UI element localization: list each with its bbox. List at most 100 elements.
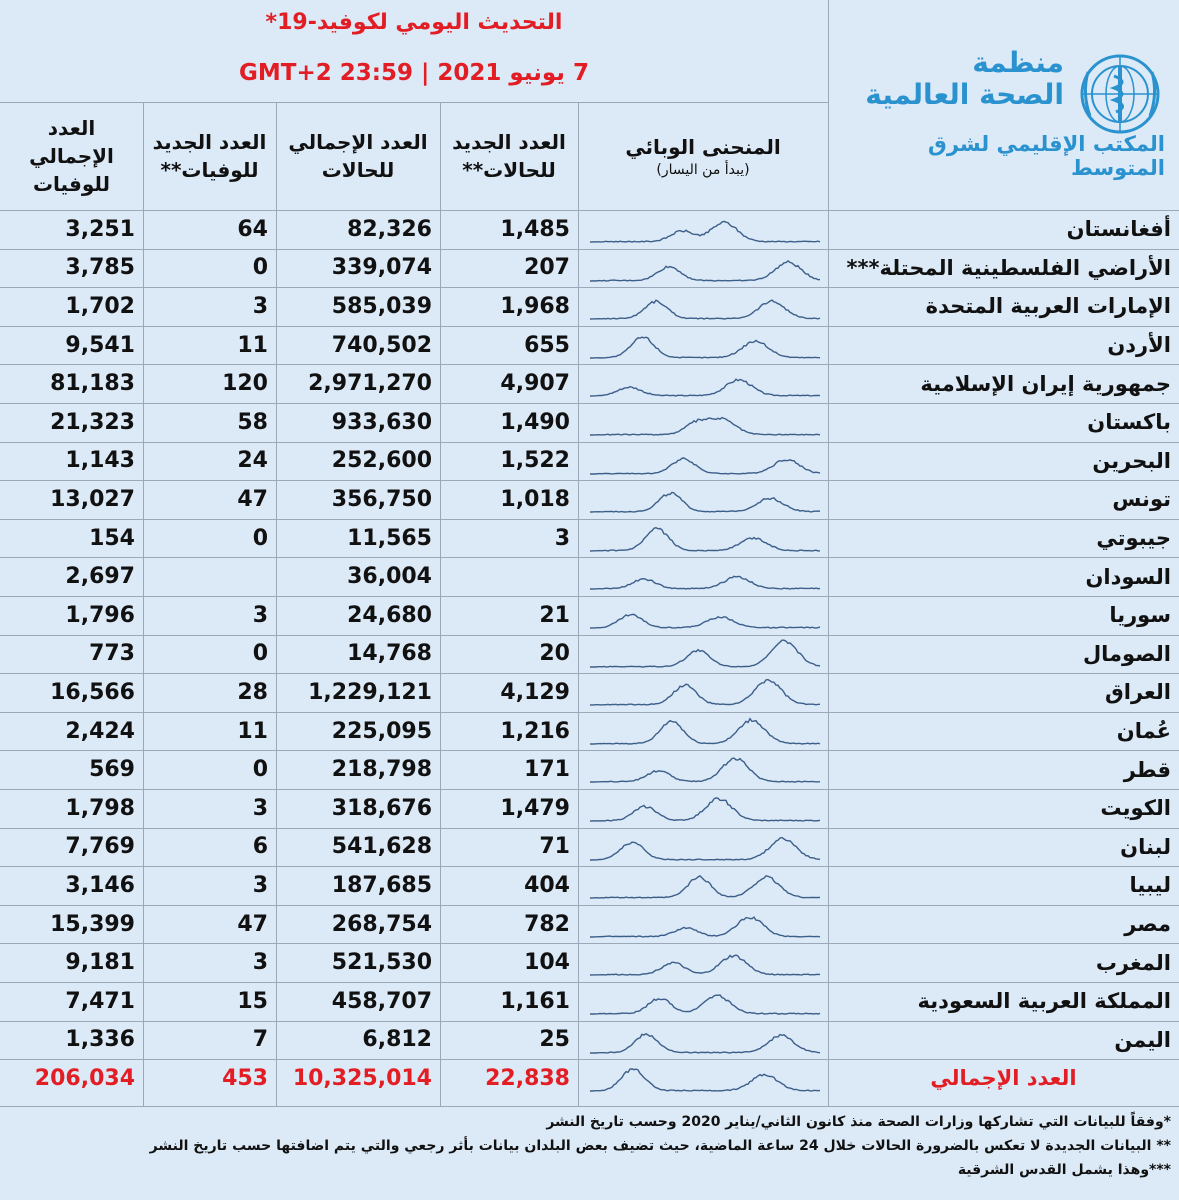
cell-new-deaths: 120 — [222, 371, 268, 397]
cell-total-deaths: 3,785 — [65, 255, 135, 281]
country-name: ليبيا — [1129, 873, 1172, 898]
grid-line — [0, 480, 1179, 482]
table-row: الكويت 1,479 318,676 3 1,798 — [0, 789, 1179, 828]
cell-total-deaths: 3,251 — [65, 216, 135, 242]
cell-new-deaths: 3 — [252, 602, 268, 628]
grid-line — [0, 789, 1179, 790]
grid-line — [0, 750, 1179, 752]
epi-curve-line — [590, 491, 821, 513]
cell-total-deaths: 1,798 — [65, 795, 135, 821]
cell-new-deaths: 47 — [237, 486, 268, 512]
cell-total-deaths: 81,183 — [50, 371, 135, 397]
cell-new-cases: 25 — [539, 1027, 570, 1053]
cell-new-cases: 1,018 — [500, 486, 570, 512]
table-row: اليمن 25 6,812 7 1,336 — [0, 1021, 1179, 1060]
cell-new-deaths: 64 — [237, 216, 268, 242]
cell-total-cases: 6,812 — [362, 1027, 432, 1053]
country-name: سوريا — [1109, 603, 1171, 628]
table-row: عُمان 1,216 225,095 11 2,424 — [0, 712, 1179, 751]
cell-total-cases: 187,685 — [331, 872, 432, 898]
epi-curve-sparkline — [589, 456, 821, 475]
grid-line — [578, 102, 579, 1106]
epi-curve-sparkline — [589, 679, 820, 706]
epi-curve-line — [590, 757, 821, 784]
grid-line — [0, 596, 1179, 597]
epi-curve-line — [590, 1068, 821, 1092]
cell-new-deaths: 7 — [252, 1027, 268, 1053]
epi-curve-sparkline — [589, 220, 821, 243]
cell-new-deaths: 3 — [252, 872, 268, 898]
epi-curve-sparkline — [589, 797, 821, 822]
epi-curve-line — [590, 259, 821, 282]
table-row: الصومال 20 14,768 0 773 — [0, 635, 1179, 674]
cell-new-deaths: 3 — [252, 293, 268, 319]
country-name: باكستان — [1087, 410, 1171, 435]
epi-curve-sparkline — [589, 299, 821, 320]
table-row: المملكة العربية السعودية 1,161 458,707 15 7,… — [0, 982, 1179, 1021]
cell-new-cases: 1,479 — [500, 795, 570, 821]
cell-total-cases: 1,229,121 — [308, 679, 432, 705]
cell-new-cases: 4,907 — [500, 371, 570, 397]
epi-curve-sparkline — [590, 915, 821, 938]
cell-total-cases: 36,004 — [347, 564, 432, 590]
cell-new-deaths: 15 — [237, 988, 268, 1014]
cell-total-deaths: 9,541 — [65, 332, 135, 358]
cell-total-cases: 521,530 — [331, 950, 432, 976]
footnotes: *وفقاً للبيانات التي تشاركها وزارات الصح… — [0, 1106, 1179, 1200]
epi-curve-line — [589, 954, 821, 977]
grid-line — [0, 1106, 1179, 1107]
grid-line — [0, 827, 1179, 829]
cell-new-cases: 104 — [524, 950, 570, 976]
cell-total-deaths: 206,034 — [34, 1065, 135, 1091]
country-name: العراق — [1105, 680, 1171, 705]
cell-new-cases: 782 — [524, 911, 570, 937]
who-logo: منظمة الصحة العالمية المكتب الإقليمي لشر… — [828, 0, 1179, 210]
country-name: قطر — [1123, 757, 1171, 782]
cell-new-deaths: 453 — [222, 1065, 268, 1091]
cell-new-cases — [440, 557, 578, 596]
cell-total-cases: 268,754 — [331, 911, 432, 937]
cell-new-deaths: 3 — [252, 795, 268, 821]
cell-total-deaths: 9,181 — [65, 950, 135, 976]
epi-curve-line — [589, 679, 820, 706]
cell-total-cases: 933,630 — [331, 409, 432, 435]
cell-new-cases: 1,490 — [500, 409, 570, 435]
country-name: الأراضي الفلسطينية المحتلة*** — [846, 255, 1171, 280]
grid-line — [0, 403, 1179, 404]
table-row: سوريا 21 24,680 3 1,796 — [0, 596, 1179, 635]
cell-new-cases: 1,968 — [500, 293, 570, 319]
epi-curve-sparkline — [590, 836, 821, 861]
country-name: تونس — [1112, 487, 1171, 512]
country-name: عُمان — [1116, 719, 1171, 744]
country-name: الإمارات العربية المتحدة — [925, 294, 1171, 319]
epi-curve-sparkline — [590, 717, 821, 745]
cell-total-deaths: 2,424 — [65, 718, 135, 744]
cell-total-cases: 218,798 — [331, 757, 432, 783]
cell-total-deaths: 7,471 — [65, 988, 135, 1014]
grid-line — [276, 102, 277, 1106]
cell-new-deaths: 0 — [252, 525, 268, 551]
cell-new-deaths: 0 — [252, 255, 268, 281]
col-total-cases: العدد الإجمالي للحالات — [288, 130, 428, 182]
epi-curve-line — [589, 456, 821, 475]
cell-new-cases: 22,838 — [485, 1065, 570, 1091]
cell-total-cases: 541,628 — [331, 834, 432, 860]
country-name: مصر — [1124, 912, 1171, 937]
cell-total-cases: 458,707 — [331, 988, 432, 1014]
epi-curve-sparkline — [590, 259, 821, 282]
epi-curve-sparkline — [590, 994, 821, 1015]
col-new-deaths: العدد الجديد للوفيات** — [152, 130, 267, 182]
grid-line — [0, 982, 1179, 983]
epi-curve-line — [590, 416, 821, 436]
cell-new-cases: 1,161 — [500, 988, 570, 1014]
epi-curve-sparkline — [589, 1032, 821, 1054]
country-name: جيبوتي — [1096, 526, 1171, 551]
epi-curve-sparkline — [590, 416, 821, 436]
cell-new-deaths: 6 — [252, 834, 268, 860]
footnote-1: *وفقاً للبيانات التي تشاركها وزارات الصح… — [546, 1114, 1171, 1130]
table-row: مصر 782 268,754 47 15,399 — [0, 905, 1179, 944]
epi-curve-line — [590, 717, 821, 745]
table-row: لبنان 71 541,628 6 7,769 — [0, 828, 1179, 867]
cell-total-cases: 339,074 — [331, 255, 432, 281]
cell-total-cases: 24,680 — [347, 602, 432, 628]
